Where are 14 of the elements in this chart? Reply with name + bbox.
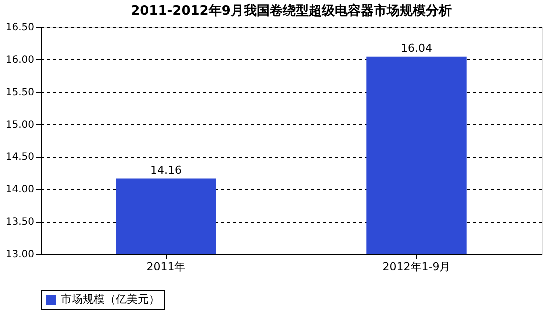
data-label: 14.16: [150, 164, 182, 177]
y-tick-label: 16.50: [6, 22, 34, 34]
x-tick-label: 2012年1-9月: [382, 260, 451, 274]
y-tick-label: 16.00: [6, 54, 34, 66]
chart-title: 2011-2012年9月我国卷绕型超级电容器市场规模分析: [131, 3, 452, 19]
x-tick-label: 2011年: [146, 260, 186, 274]
y-tick-label: 14.50: [6, 152, 34, 164]
y-tick-label: 14.00: [6, 184, 34, 196]
y-tick-label: 15.00: [6, 120, 34, 131]
y-tick-label: 13.50: [6, 217, 34, 228]
y-tick-label: 15.50: [6, 87, 34, 98]
y-tick-label: 13.00: [6, 250, 34, 260]
legend-label: 市场规模（亿美元）: [61, 293, 160, 306]
data-label: 16.04: [401, 42, 432, 55]
